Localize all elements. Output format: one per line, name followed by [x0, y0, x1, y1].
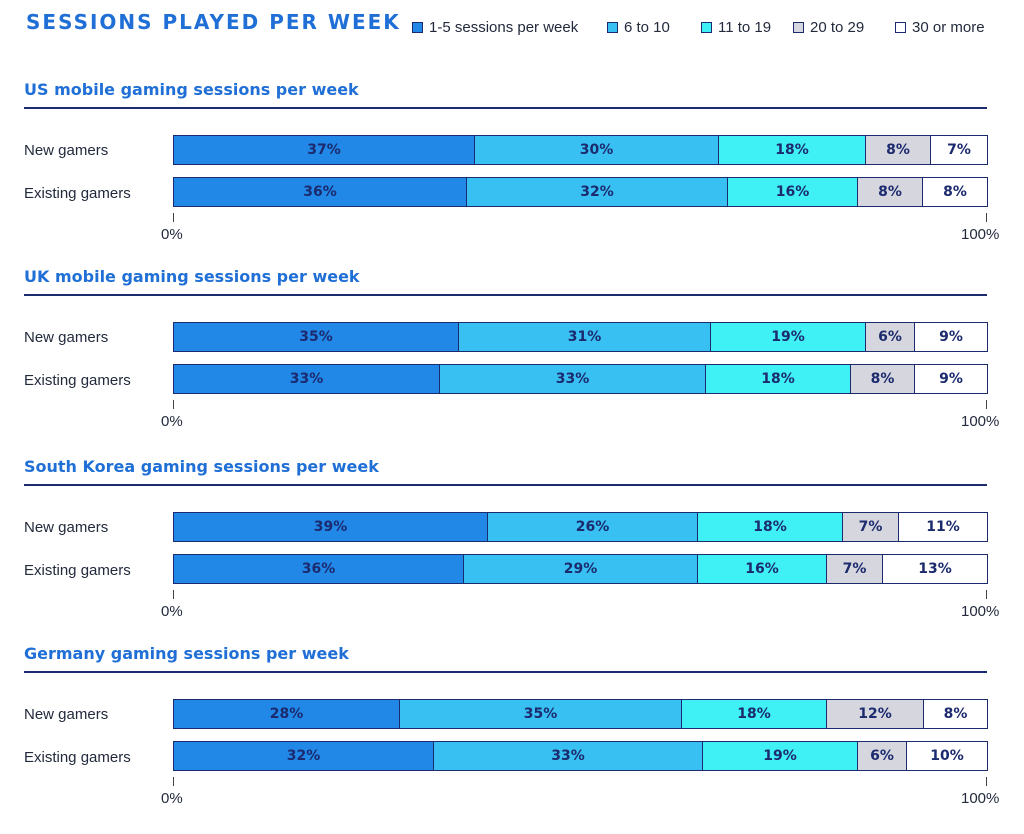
- bar-segment: 33%: [439, 364, 706, 394]
- row-label: Existing gamers: [24, 749, 131, 766]
- row-label: Existing gamers: [24, 185, 131, 202]
- bar-segment: 9%: [914, 322, 988, 352]
- bar-segment: 28%: [173, 699, 400, 729]
- bar-segment: 30%: [474, 135, 719, 165]
- axis-max-label: 100%: [961, 790, 1000, 807]
- row-label: New gamers: [24, 519, 109, 536]
- axis-max-label: 100%: [961, 603, 1000, 620]
- panel-title: US mobile gaming sessions per week: [24, 80, 359, 99]
- axis-min-label: 0%: [161, 603, 183, 620]
- x-axis: [173, 400, 987, 409]
- bar-segment: 32%: [466, 177, 728, 207]
- axis-min-label: 0%: [161, 226, 183, 243]
- bar-segment: 29%: [463, 554, 698, 584]
- bar-segment: 32%: [173, 741, 434, 771]
- bar-segment: 8%: [922, 177, 988, 207]
- bar-segment: 8%: [857, 177, 923, 207]
- bar-segment: 8%: [923, 699, 988, 729]
- panel-title: Germany gaming sessions per week: [24, 644, 349, 663]
- bar-segment: 12%: [826, 699, 924, 729]
- bar-segment: 31%: [458, 322, 711, 352]
- bar-segment: 13%: [882, 554, 988, 584]
- divider: [24, 671, 987, 673]
- legend-swatch: [412, 22, 423, 33]
- chart-panel: South Korea gaming sessions per week New …: [0, 457, 1024, 637]
- divider: [24, 107, 987, 109]
- bar-segment: 18%: [718, 135, 866, 165]
- legend-swatch: [895, 22, 906, 33]
- stacked-bar: 39% 26% 18% 7% 11%: [173, 512, 988, 542]
- legend-label: 6 to 10: [624, 19, 670, 36]
- row-label: New gamers: [24, 706, 109, 723]
- bar-segment: 7%: [930, 135, 988, 165]
- legend-label: 20 to 29: [810, 19, 865, 36]
- bar-segment: 37%: [173, 135, 475, 165]
- stacked-bar: 32% 33% 19% 6% 10%: [173, 741, 988, 771]
- bar-segment: 19%: [710, 322, 866, 352]
- bar-segment: 16%: [727, 177, 858, 207]
- divider: [24, 484, 987, 486]
- bar-segment: 10%: [906, 741, 988, 771]
- stacked-bar: 28% 35% 18% 12% 8%: [173, 699, 988, 729]
- axis-tick: [173, 213, 174, 222]
- axis-min-label: 0%: [161, 790, 183, 807]
- axis-tick: [173, 590, 174, 599]
- bar-segment: 33%: [173, 364, 440, 394]
- chart-title: SESSIONS PLAYED PER WEEK: [26, 10, 401, 34]
- axis-tick: [986, 777, 987, 786]
- bar-segment: 36%: [173, 177, 467, 207]
- chart-panel: UK mobile gaming sessions per week New ga…: [0, 267, 1024, 447]
- row-label: New gamers: [24, 329, 109, 346]
- stacked-bar: 35% 31% 19% 6% 9%: [173, 322, 988, 352]
- bar-segment: 35%: [399, 699, 682, 729]
- axis-tick: [986, 590, 987, 599]
- axis-max-label: 100%: [961, 413, 1000, 430]
- legend-swatch: [793, 22, 804, 33]
- row-label: Existing gamers: [24, 562, 131, 579]
- bar-segment: 33%: [433, 741, 703, 771]
- legend-label: 30 or more: [912, 19, 985, 36]
- bar-segment: 6%: [865, 322, 915, 352]
- panel-title: South Korea gaming sessions per week: [24, 457, 379, 476]
- bar-segment: 19%: [702, 741, 858, 771]
- row-label: Existing gamers: [24, 372, 131, 389]
- stacked-bar: 33% 33% 18% 8% 9%: [173, 364, 988, 394]
- axis-tick: [986, 400, 987, 409]
- bar-segment: 18%: [697, 512, 843, 542]
- divider: [24, 294, 987, 296]
- bar-segment: 39%: [173, 512, 488, 542]
- chart-panel: Germany gaming sessions per week New game…: [0, 644, 1024, 824]
- bar-segment: 7%: [842, 512, 899, 542]
- bar-segment: 6%: [857, 741, 907, 771]
- axis-min-label: 0%: [161, 413, 183, 430]
- panel-title: UK mobile gaming sessions per week: [24, 267, 360, 286]
- bar-segment: 18%: [705, 364, 851, 394]
- bar-segment: 9%: [914, 364, 988, 394]
- axis-max-label: 100%: [961, 226, 1000, 243]
- bar-segment: 36%: [173, 554, 464, 584]
- legend-swatch: [701, 22, 712, 33]
- axis-tick: [986, 213, 987, 222]
- bar-segment: 11%: [898, 512, 988, 542]
- bar-segment: 8%: [865, 135, 931, 165]
- row-label: New gamers: [24, 142, 109, 159]
- axis-tick: [173, 777, 174, 786]
- chart-panel: US mobile gaming sessions per week New ga…: [0, 80, 1024, 260]
- stacked-bar: 37% 30% 18% 8% 7%: [173, 135, 988, 165]
- x-axis: [173, 590, 987, 599]
- bar-segment: 26%: [487, 512, 698, 542]
- bar-segment: 16%: [697, 554, 827, 584]
- bar-segment: 18%: [681, 699, 827, 729]
- stacked-bar: 36% 32% 16% 8% 8%: [173, 177, 988, 207]
- x-axis: [173, 777, 987, 786]
- legend-label: 1-5 sessions per week: [429, 19, 579, 36]
- axis-tick: [173, 400, 174, 409]
- legend-label: 11 to 19: [718, 19, 772, 36]
- stacked-bar: 36% 29% 16% 7% 13%: [173, 554, 988, 584]
- legend-swatch: [607, 22, 618, 33]
- bar-segment: 7%: [826, 554, 883, 584]
- bar-segment: 35%: [173, 322, 459, 352]
- x-axis: [173, 213, 987, 222]
- bar-segment: 8%: [850, 364, 915, 394]
